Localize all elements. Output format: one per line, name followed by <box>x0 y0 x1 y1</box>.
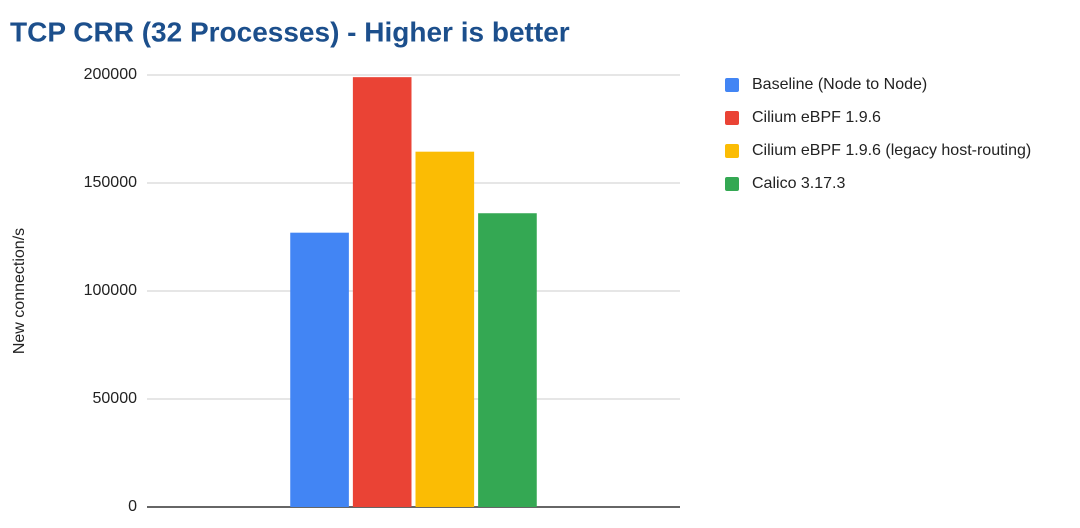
legend-label: Calico 3.17.3 <box>752 175 845 192</box>
bar <box>478 213 537 508</box>
legend-swatch <box>725 144 739 158</box>
legend-swatch <box>725 177 739 191</box>
legend-label: Baseline (Node to Node) <box>752 76 927 93</box>
y-tick-label: 200000 <box>84 66 137 83</box>
y-tick-label: 0 <box>128 498 137 515</box>
legend-swatch <box>725 78 739 92</box>
bar <box>352 77 412 507</box>
legend-label: Cilium eBPF 1.9.6 (legacy host-routing) <box>752 142 1031 159</box>
chart-title: TCP CRR (32 Processes) - Higher is bette… <box>10 16 570 47</box>
y-tick-label: 150000 <box>84 174 137 191</box>
y-tick-label: 50000 <box>93 390 138 407</box>
legend-swatch <box>725 111 739 125</box>
y-axis-label: New connection/s <box>11 228 28 354</box>
legend-label: Cilium eBPF 1.9.6 <box>752 109 881 126</box>
bar <box>290 232 349 507</box>
y-tick-label: 100000 <box>84 282 137 299</box>
bar <box>415 151 475 507</box>
